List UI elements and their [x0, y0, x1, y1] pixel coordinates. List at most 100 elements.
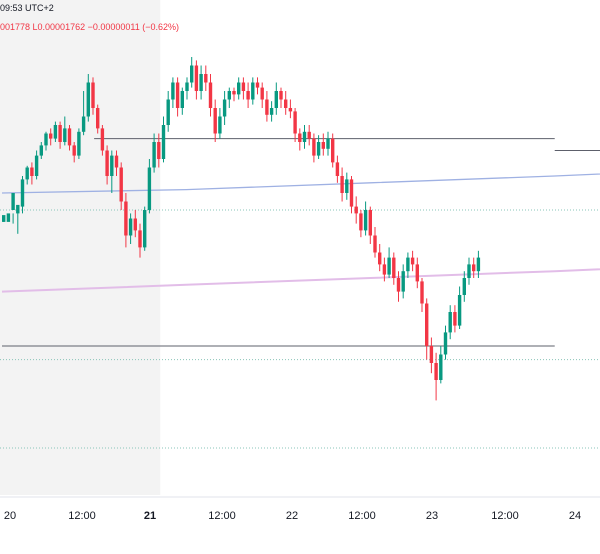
- candle-59: [279, 87, 283, 108]
- candle-66: [312, 133, 316, 163]
- candle-body-63: [298, 133, 302, 142]
- candle-40: [190, 57, 194, 88]
- candle-63: [298, 128, 302, 151]
- candle-7: [34, 150, 39, 180]
- candle-body-23: [110, 155, 114, 176]
- candle-body-70: [331, 138, 335, 163]
- candle-45: [213, 99, 217, 142]
- candle-8: [39, 142, 43, 159]
- candle-body-94: [443, 332, 448, 355]
- x-tick-label-3: 12:00: [208, 510, 236, 522]
- candle-body-78: [368, 210, 372, 236]
- candle-24: [114, 150, 119, 176]
- candle-body-96: [453, 312, 457, 326]
- candle-body-76: [359, 213, 363, 231]
- candle-body-46: [218, 116, 222, 134]
- candle-body-15: [72, 145, 76, 156]
- candle-body-86: [406, 257, 410, 272]
- candle-body-85: [401, 271, 405, 292]
- candle-49: [232, 87, 236, 102]
- candle-98: [462, 271, 466, 302]
- candle-43: [204, 65, 208, 91]
- candle-body-28: [133, 218, 137, 231]
- candle-body-60: [284, 99, 288, 108]
- candle-body-17: [81, 116, 86, 132]
- candle-body-81: [382, 264, 387, 275]
- candle-65: [307, 125, 311, 146]
- candle-74: [349, 176, 354, 214]
- candle-body-74: [349, 179, 354, 207]
- candle-94: [443, 325, 448, 360]
- candle-58: [274, 82, 278, 115]
- candle-72: [340, 167, 344, 202]
- candle-34: [161, 116, 166, 163]
- candle-26: [124, 193, 128, 248]
- candle-body-8: [39, 145, 43, 156]
- candle-1: [6, 213, 11, 222]
- candle-body-30: [143, 210, 147, 248]
- candle-body-14: [67, 128, 72, 146]
- candle-14: [67, 125, 72, 151]
- candle-body-31: [147, 167, 152, 210]
- candle-62: [293, 108, 297, 142]
- candle-body-42: [199, 74, 203, 91]
- candle-body-91: [429, 346, 434, 363]
- candle-42: [199, 65, 203, 100]
- candle-76: [359, 210, 363, 238]
- session-shade: [0, 0, 161, 495]
- candle-body-71: [335, 162, 340, 176]
- x-tick-label-0: 20: [4, 510, 16, 522]
- candle-body-67: [316, 142, 321, 156]
- candle-body-61: [288, 108, 293, 112]
- candle-body-93: [439, 354, 443, 380]
- candle-body-53: [251, 82, 255, 100]
- candle-body-18: [86, 82, 90, 117]
- candle-body-40: [190, 65, 194, 83]
- candle-body-75: [354, 206, 358, 214]
- candle-body-1: [6, 213, 11, 222]
- candle-89: [420, 278, 424, 312]
- candle-70: [331, 133, 335, 168]
- candle-12: [58, 121, 62, 149]
- candle-11: [53, 121, 58, 142]
- candle-body-5: [25, 167, 29, 180]
- candle-body-7: [34, 155, 39, 176]
- candle-body-97: [457, 295, 462, 326]
- candle-37: [175, 77, 180, 117]
- candle-body-69: [326, 138, 330, 149]
- candle-28: [133, 210, 137, 238]
- candle-body-47: [222, 99, 227, 117]
- candle-100: [472, 257, 476, 278]
- header-ohlc: 001778 L0.00001762 −0.00000011 (−0.62%): [0, 22, 179, 32]
- candle-77: [363, 201, 368, 236]
- candle-35: [166, 91, 170, 132]
- candle-body-66: [312, 138, 316, 156]
- candle-13: [63, 116, 67, 146]
- candle-body-10: [49, 133, 53, 139]
- candle-body-4: [20, 179, 25, 207]
- candle-23: [110, 150, 114, 193]
- candle-body-90: [425, 303, 429, 346]
- candle-85: [401, 264, 405, 299]
- candle-101: [476, 250, 481, 278]
- candle-body-12: [58, 125, 62, 142]
- candle-body-77: [363, 210, 368, 231]
- candle-17: [81, 91, 86, 136]
- candle-body-89: [420, 281, 424, 304]
- candle-88: [415, 257, 419, 289]
- candle-92: [434, 352, 438, 401]
- candle-79: [373, 227, 377, 258]
- candle-body-52: [246, 91, 250, 100]
- candle-body-84: [396, 278, 401, 292]
- candle-57: [269, 101, 274, 122]
- candle-50: [237, 77, 241, 100]
- x-tick-label-6: 23: [426, 510, 438, 522]
- candle-38: [180, 87, 184, 115]
- candle-52: [246, 82, 250, 108]
- candle-body-35: [166, 99, 170, 125]
- candle-97: [457, 286, 462, 329]
- candle-body-41: [194, 65, 199, 91]
- candle-body-27: [128, 218, 133, 236]
